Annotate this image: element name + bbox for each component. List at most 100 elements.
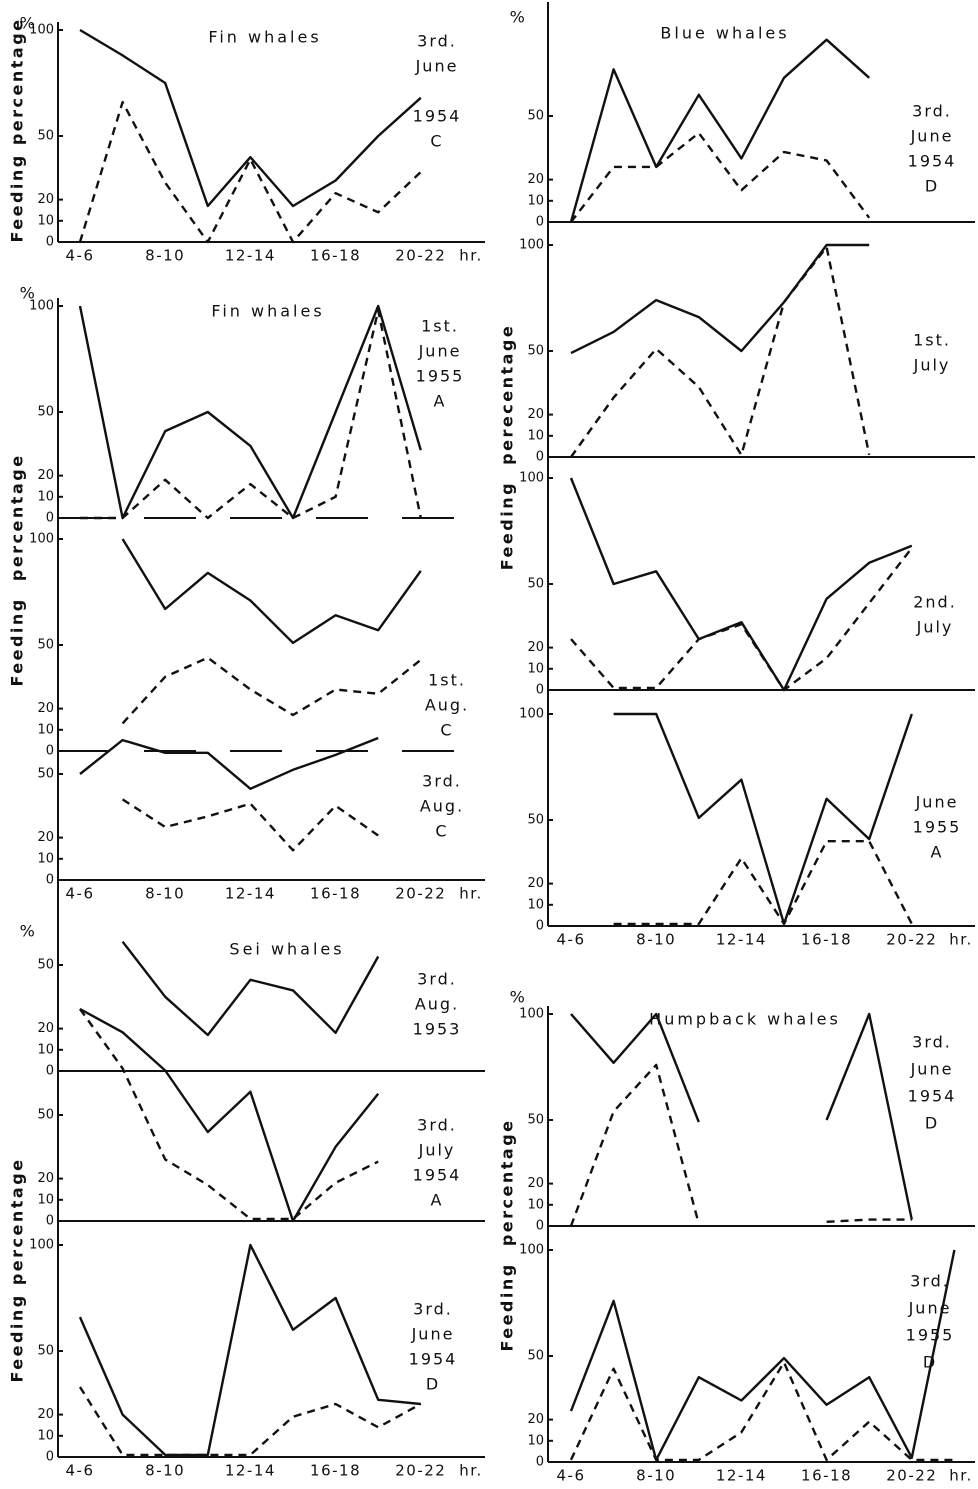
y-tick-label: 10 [37,213,54,228]
panel-label: July [916,618,954,637]
y-tick-label: 10 [527,897,544,912]
x-tick-label: 16-18 [310,1462,361,1480]
panel-label: June [411,1325,455,1344]
x-tick-label: 8-10 [145,247,185,265]
panel-label: 1954 [908,152,957,171]
y-tick-label: 20 [527,640,544,655]
data-line [79,1008,379,1221]
panel-label: C [430,132,443,151]
panel-label: June [910,127,954,146]
x-tick-label: 20-22 [395,247,446,265]
y-tick-label: 50 [527,577,544,592]
y-tick-label: 10 [37,1042,54,1057]
x-tick-label: 20-22 [395,885,446,903]
y-tick-label: 0 [46,873,54,888]
y-tick-label: 10 [527,661,544,676]
x-tick-label: 16-18 [310,885,361,903]
panel-label: A [434,392,447,411]
panel-label: C [440,721,453,740]
chart-title: Humpback whales [649,1010,841,1029]
y-axis-label: Feeding percentage [498,1118,517,1351]
y-tick-label: 100 [29,23,54,38]
data-line [79,28,422,208]
panel-label: July [418,1141,456,1160]
y-tick-label: 50 [527,109,544,124]
panel-label: July [913,356,951,375]
data-line [569,1249,956,1462]
x-tick-label: 20-22 [886,1467,937,1485]
unit-label: % [510,8,527,27]
y-axis-label: Feeding percentage [8,453,27,686]
y-tick-label: 0 [46,511,54,526]
panel-label: 1954 [413,107,462,126]
panel-label: June [910,1060,954,1079]
panel-label: Aug. [425,696,469,715]
y-tick-label: 0 [536,919,544,934]
y-tick-label: 50 [37,958,54,973]
data-line [78,304,422,520]
x-tick-label: 12-14 [716,931,767,949]
x-tick-label: 8-10 [636,931,676,949]
y-axis-label: Feeding percentage [8,1157,27,1382]
y-tick-label: 20 [527,1176,544,1191]
y-tick-label: 0 [536,683,544,698]
panel-label: 1954 [413,1166,462,1185]
y-tick-label: 100 [519,1243,544,1258]
panel-label: 1955 [906,1326,955,1345]
panel-label: June [418,342,462,361]
unit-label: % [20,14,37,33]
y-tick-label: 10 [37,851,54,866]
x-axis-label: hr. [459,247,483,265]
data-line [613,712,913,926]
data-line [80,309,422,520]
y-tick-label: 100 [519,1007,544,1022]
panel-label: 3rd. [417,32,457,51]
x-tick-label: 8-10 [145,1462,185,1480]
y-axis-label: Feeding percentage [8,17,27,242]
data-line [121,538,422,645]
y-tick-label: 10 [527,428,544,443]
y-tick-label: 10 [37,1428,54,1443]
panel-label: 3rd. [422,772,462,791]
y-tick-label: 50 [37,767,54,782]
data-line [569,38,870,223]
panel-label: C [435,822,448,841]
y-tick-label: 50 [527,1113,544,1128]
y-tick-label: 50 [37,405,54,420]
y-tick-label: 50 [37,1344,54,1359]
x-tick-label: 4-6 [66,885,95,903]
data-line [78,100,422,244]
data-line [121,940,380,1037]
data-line [78,1243,421,1457]
x-axis-label: hr. [459,1462,483,1480]
data-line [569,1361,955,1462]
panel-label: 1953 [413,1020,462,1039]
y-tick-label: 0 [536,450,544,465]
x-tick-label: 12-14 [225,885,276,903]
data-line [78,1386,422,1457]
unit-label: % [510,988,527,1007]
data-line [570,547,913,692]
y-tick-label: 20 [37,830,54,845]
panel-label: 3rd. [417,1116,457,1135]
y-tick-label: 20 [527,172,544,187]
x-tick-label: 16-18 [801,931,852,949]
y-tick-label: 20 [37,701,54,716]
x-tick-label: 8-10 [145,885,185,903]
y-tick-label: 100 [519,471,544,486]
panel-label: 3rd. [413,1300,453,1319]
x-tick-label: 12-14 [225,1462,276,1480]
unit-label: % [20,284,37,303]
panel-label: 1955 [913,818,962,837]
panel-label: D [925,177,939,196]
x-tick-label: 4-6 [557,1467,586,1485]
x-tick-label: 4-6 [66,247,95,265]
y-tick-label: 10 [527,193,544,208]
x-tick-label: 4-6 [557,931,586,949]
panel-label: Aug. [415,995,459,1014]
panel-label: A [931,843,944,862]
x-axis-label: hr. [949,931,973,949]
x-tick-label: 8-10 [636,1467,676,1485]
panel-label: Aug. [420,797,464,816]
